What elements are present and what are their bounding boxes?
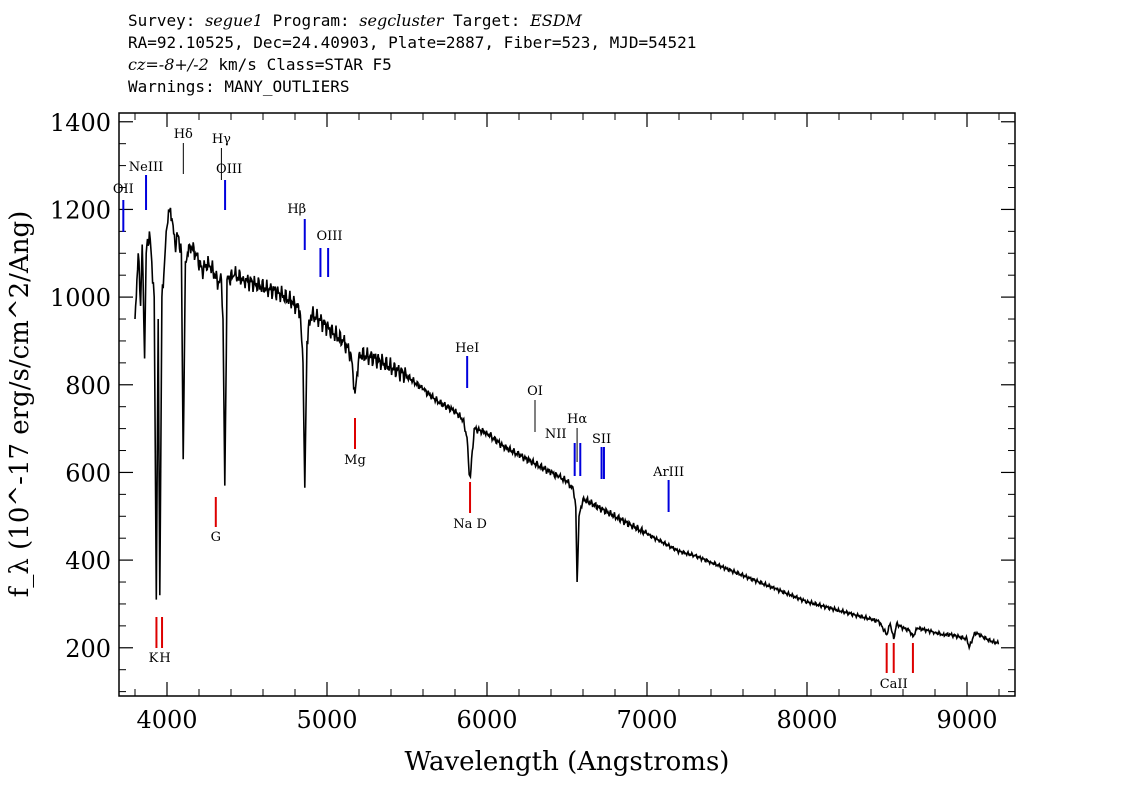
spectrum-header: Survey: segue1 Program: segcluster Targe… <box>128 10 696 98</box>
x-tick-label: 9000 <box>936 706 997 734</box>
survey-label: Survey: <box>128 11 196 30</box>
emission-line-label: OIII <box>316 229 342 244</box>
y-tick-label: 1400 <box>50 109 111 137</box>
x-tick-label: 4000 <box>136 706 197 734</box>
absorption-line-label: G <box>211 530 221 545</box>
emission-line-label: OIII <box>216 162 242 177</box>
plot-frame <box>118 112 1016 697</box>
x-axis-title: Wavelength (Angstroms) <box>405 747 730 777</box>
y-tick-label: 1200 <box>50 196 111 224</box>
target-value: ESDM <box>530 11 582 30</box>
emission-line-label: HeI <box>455 341 479 356</box>
absorption-line-label: CaII <box>880 677 908 692</box>
emission-line-label: SII <box>592 432 611 447</box>
y-tick-label: 200 <box>65 635 111 663</box>
warnings-line: Warnings: MANY_OUTLIERS <box>128 77 350 96</box>
y-tick-label: 400 <box>65 547 111 575</box>
target-label: Target: <box>453 11 521 30</box>
survey-line: Survey: segue1 Program: segcluster Targe… <box>128 10 696 32</box>
emission-line-label: NeIII <box>129 160 163 175</box>
balmer-line-label: OI <box>527 384 543 399</box>
axis-ticks <box>119 113 1015 696</box>
x-tick-label: 7000 <box>616 706 677 734</box>
y-axis-title: f_λ (10^-17 erg/s/cm^2/Ang) <box>5 211 35 597</box>
balmer-line-label: Hα <box>567 412 587 427</box>
absorption-line-label: K <box>149 651 159 666</box>
x-tick-label: 6000 <box>456 706 517 734</box>
line-marker-labels: OII NeIII OIII Hβ OIII HeI NII SII ArIII Hδ Hγ OI Hα… <box>113 127 908 692</box>
emission-line-label: ArIII <box>652 465 684 480</box>
y-tick-label: 600 <box>65 459 111 487</box>
emission-line-label: Hβ <box>287 202 306 217</box>
balmer-line-label: Hγ <box>212 132 231 147</box>
absorption-line-label: Na D <box>453 517 487 532</box>
program-value: segcluster <box>359 11 444 30</box>
line-markers <box>122 143 914 673</box>
x-tick-label: 5000 <box>296 706 357 734</box>
axis-tick-labels: 4000 5000 6000 7000 8000 9000 200 400 600 800 1000… <box>50 109 998 734</box>
emission-line-label: NII <box>545 427 567 442</box>
balmer-line-label: Hδ <box>174 127 193 142</box>
emission-line-label: OII <box>113 182 134 197</box>
class-value: km/s Class=STAR F5 <box>208 55 392 74</box>
y-tick-label: 1000 <box>50 284 111 312</box>
absorption-line-label: H <box>159 651 170 666</box>
cz-value: cz=-8+/-2 <box>128 55 209 74</box>
absorption-line-label: Mg <box>344 453 366 468</box>
y-tick-label: 800 <box>65 372 111 400</box>
redshift-line: cz=-8+/-2 km/s Class=STAR F5 <box>128 54 696 76</box>
x-tick-label: 8000 <box>776 706 837 734</box>
survey-value: segue1 <box>205 11 263 30</box>
program-label: Program: <box>272 11 350 30</box>
spectrum-line <box>134 207 1000 651</box>
coordinates-line: RA=92.10525, Dec=24.40903, Plate=2887, F… <box>128 33 697 52</box>
